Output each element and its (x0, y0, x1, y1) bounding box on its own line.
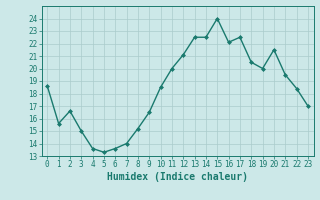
X-axis label: Humidex (Indice chaleur): Humidex (Indice chaleur) (107, 172, 248, 182)
